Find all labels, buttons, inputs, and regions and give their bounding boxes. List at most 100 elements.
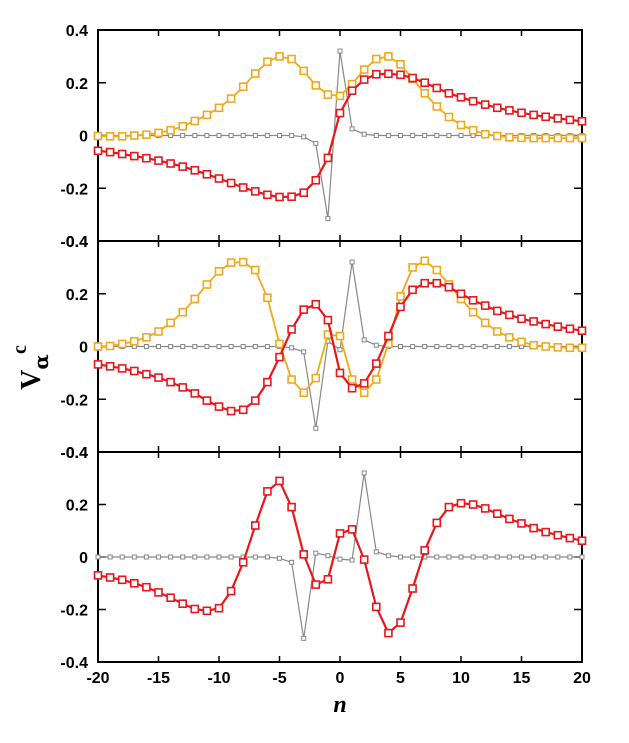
data-point-gray bbox=[95, 554, 101, 560]
data-point-red bbox=[408, 73, 417, 83]
data-point-gray bbox=[289, 559, 295, 565]
data-point-red bbox=[105, 147, 115, 157]
data-point-gray bbox=[470, 344, 476, 349]
data-point-orange bbox=[408, 263, 417, 272]
data-point-orange bbox=[565, 343, 575, 353]
data-point-gray bbox=[325, 216, 331, 222]
data-point-gray bbox=[458, 554, 464, 560]
data-point-red bbox=[287, 192, 296, 201]
data-point-orange bbox=[226, 258, 236, 267]
data-point-gray bbox=[349, 126, 355, 132]
data-point-gray bbox=[325, 553, 331, 559]
data-point-red bbox=[396, 618, 405, 627]
data-point-red bbox=[130, 151, 139, 161]
data-point-red bbox=[384, 331, 393, 341]
data-point-gray bbox=[434, 554, 440, 560]
data-point-red bbox=[335, 529, 345, 538]
data-point-orange bbox=[492, 131, 502, 141]
x-tick-label: -5 bbox=[272, 670, 286, 687]
data-point-gray bbox=[204, 133, 210, 138]
y-tick-label: -0.4 bbox=[60, 234, 88, 251]
data-point-orange bbox=[396, 59, 405, 69]
data-point-red bbox=[371, 602, 381, 612]
data-point-gray bbox=[361, 131, 367, 137]
data-point-red bbox=[553, 322, 563, 332]
data-point-gray bbox=[410, 133, 416, 138]
data-point-red bbox=[529, 317, 538, 326]
data-point-gray bbox=[143, 554, 149, 560]
data-point-red bbox=[263, 190, 272, 200]
data-point-red bbox=[444, 89, 454, 98]
data-point-red bbox=[130, 578, 139, 588]
data-point-orange bbox=[420, 256, 430, 266]
data-point-orange bbox=[553, 342, 563, 352]
data-point-red bbox=[202, 606, 212, 616]
data-point-orange bbox=[359, 388, 369, 398]
data-point-red bbox=[480, 504, 490, 513]
data-point-red bbox=[299, 188, 309, 197]
data-point-orange bbox=[553, 133, 563, 143]
data-point-gray bbox=[264, 133, 270, 138]
series-gray bbox=[95, 259, 585, 431]
data-point-gray bbox=[313, 550, 319, 556]
y-axis-label-sup: c bbox=[9, 345, 31, 354]
data-point-gray bbox=[168, 344, 174, 349]
data-point-orange bbox=[468, 125, 478, 135]
data-point-red bbox=[541, 319, 551, 329]
data-point-red bbox=[529, 523, 538, 533]
data-point-orange bbox=[432, 265, 442, 275]
data-point-orange bbox=[238, 257, 248, 267]
x-tick-label: 15 bbox=[513, 670, 531, 687]
x-tick-label: 0 bbox=[336, 670, 345, 687]
data-point-gray bbox=[398, 344, 403, 349]
data-point-gray bbox=[506, 344, 512, 349]
data-point-gray bbox=[385, 133, 391, 138]
data-point-red bbox=[384, 628, 393, 638]
data-point-red bbox=[226, 586, 236, 596]
data-point-orange bbox=[117, 339, 127, 349]
data-point-gray bbox=[264, 554, 270, 560]
data-point-red bbox=[190, 389, 200, 398]
data-point-red bbox=[93, 146, 103, 156]
data-point-gray bbox=[446, 344, 452, 349]
data-point-red bbox=[432, 278, 442, 288]
data-point-red bbox=[480, 100, 490, 109]
data-point-red bbox=[275, 476, 284, 486]
data-point-red bbox=[432, 518, 442, 528]
data-point-gray bbox=[446, 133, 452, 138]
y-axis-label-main: V bbox=[16, 370, 47, 390]
data-point-gray bbox=[277, 555, 282, 561]
data-point-orange bbox=[384, 52, 393, 61]
data-point-orange bbox=[468, 307, 478, 317]
data-point-gray bbox=[216, 554, 222, 560]
svg-text:Vα: Vα bbox=[16, 354, 53, 390]
y-tick-label: -0.4 bbox=[60, 655, 88, 672]
data-point-orange bbox=[178, 307, 187, 317]
data-point-gray bbox=[422, 133, 428, 138]
data-point-red bbox=[299, 305, 309, 314]
data-point-gray bbox=[422, 344, 428, 349]
data-point-orange bbox=[577, 343, 587, 353]
data-point-red bbox=[202, 396, 212, 405]
data-point-orange bbox=[154, 128, 163, 138]
data-point-orange bbox=[371, 54, 381, 64]
data-point-orange bbox=[541, 133, 551, 143]
data-point-orange bbox=[505, 332, 514, 342]
data-point-red bbox=[117, 149, 127, 159]
data-point-gray bbox=[470, 554, 476, 560]
data-point-red bbox=[577, 117, 587, 126]
data-point-orange bbox=[420, 89, 430, 98]
data-point-gray bbox=[349, 259, 355, 265]
y-tick-label: 0.4 bbox=[66, 234, 88, 251]
data-point-gray bbox=[192, 133, 198, 138]
data-point-gray bbox=[240, 133, 246, 138]
y-tick-label: 0 bbox=[79, 129, 88, 146]
data-point-red bbox=[323, 153, 333, 163]
data-point-red bbox=[505, 514, 514, 524]
data-point-red bbox=[529, 110, 538, 120]
data-point-gray bbox=[373, 549, 379, 555]
data-point-orange bbox=[335, 331, 345, 341]
data-point-gray bbox=[192, 554, 198, 560]
data-point-red bbox=[468, 500, 478, 509]
x-tick-label: -15 bbox=[147, 670, 170, 687]
